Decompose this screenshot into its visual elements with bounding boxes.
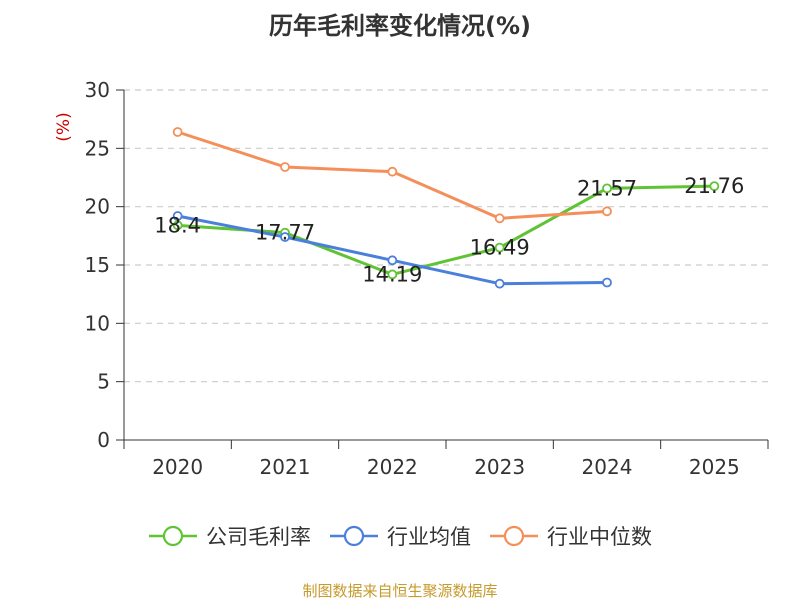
data-label: 17.77 (255, 221, 315, 245)
data-point (602, 183, 612, 194)
legend-label: 行业均值 (387, 525, 471, 549)
legend-item[interactable]: 行业中位数 (489, 521, 652, 551)
y-tick-label: 20 (85, 195, 110, 219)
series-line-0 (176, 184, 716, 276)
legend-marker-icon (149, 525, 197, 547)
legend-item[interactable]: 公司毛利率 (148, 521, 311, 551)
y-axis-label: (%) (54, 112, 74, 141)
data-point (494, 213, 505, 224)
legend-label: 公司毛利率 (206, 525, 311, 549)
data-point (172, 211, 183, 221)
x-tick-label: 2024 (582, 455, 633, 479)
x-tick-label: 2023 (474, 455, 525, 479)
data-point (387, 269, 398, 280)
data-label: 21.57 (577, 176, 637, 200)
chart-title: 历年毛利率变化情况(%) (269, 12, 531, 40)
gridlines (124, 89, 768, 383)
x-tick-label: 2025 (689, 455, 740, 479)
data-point (494, 278, 505, 289)
data-point (280, 162, 290, 172)
data-point (387, 255, 398, 266)
y-tick-label: 30 (85, 78, 110, 102)
data-point (280, 232, 290, 242)
data-point (494, 242, 505, 253)
data-point (387, 166, 398, 177)
data-labels: 18.4 17.77 14.19 16.49 21.57 21.76 (154, 174, 744, 286)
legend-label: 行业中位数 (547, 525, 652, 549)
data-label: 16.49 (470, 236, 530, 260)
data-label: 18.4 (154, 213, 201, 237)
legend-marker-icon (490, 525, 538, 547)
y-tick-label: 15 (85, 253, 110, 277)
series (172, 127, 720, 289)
data-point (602, 277, 612, 288)
y-tick-label: 10 (85, 311, 110, 335)
data-point (172, 127, 183, 137)
legend-marker-icon (330, 525, 378, 547)
x-tick-label: 2022 (367, 455, 418, 479)
source-note: 制图数据来自恒生聚源数据库 (302, 582, 498, 600)
data-label: 21.76 (684, 174, 744, 198)
y-tick-label: 25 (85, 136, 110, 160)
data-point (602, 206, 612, 217)
y-tick-label: 5 (97, 370, 110, 394)
y-tick-label: 0 (97, 428, 110, 452)
x-tick-label: 2020 (152, 455, 203, 479)
data-point (172, 220, 183, 231)
data-point (709, 181, 720, 192)
legend-item[interactable]: 行业均值 (329, 521, 471, 551)
data-label: 14.19 (362, 262, 422, 286)
legend: 公司毛利率 行业均值 行业中位数 (0, 521, 800, 551)
x-tick-label: 2021 (260, 455, 311, 479)
